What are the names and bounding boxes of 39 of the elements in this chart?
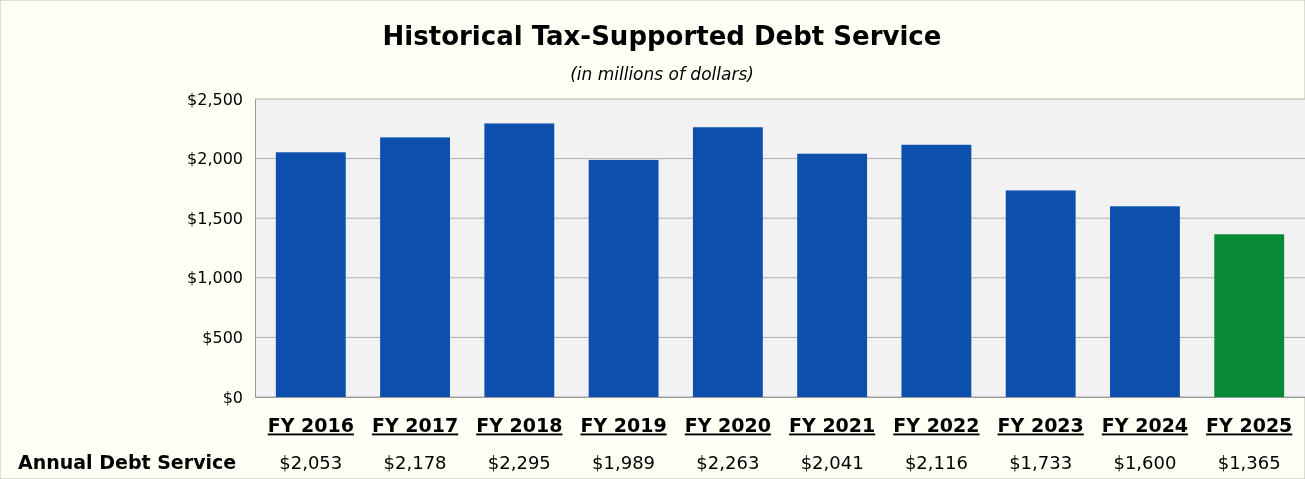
y-tick-label: $2,000 — [187, 149, 243, 169]
bar — [380, 137, 450, 397]
data-label: $2,041 — [800, 452, 864, 473]
data-label: $1,600 — [1113, 452, 1177, 473]
chart-title: Historical Tax-Supported Debt Service — [382, 21, 942, 51]
bar — [588, 159, 659, 397]
x-tick-label: FY 2017 — [371, 414, 459, 437]
y-tick-label: $500 — [202, 328, 243, 348]
data-label: $1,365 — [1217, 452, 1281, 473]
x-tick-label: FY 2023 — [997, 414, 1084, 437]
x-tick-label: FY 2016 — [267, 414, 354, 437]
data-label: $2,295 — [487, 452, 551, 473]
data-label: $2,116 — [904, 452, 968, 473]
bar — [1214, 234, 1285, 397]
data-label: $2,178 — [383, 452, 447, 473]
x-tick-label: FY 2022 — [893, 414, 980, 437]
bar — [484, 123, 555, 397]
chart-subtitle: (in millions of dollars) — [570, 64, 754, 84]
bar — [797, 153, 868, 397]
x-tick-label: FY 2019 — [580, 414, 667, 437]
bar — [1110, 206, 1180, 397]
text: Annual Debt Service — [18, 451, 237, 473]
bar — [901, 144, 972, 397]
data-label: $1,989 — [592, 452, 656, 473]
data-label: $1,733 — [1009, 452, 1073, 473]
x-tick-label: FY 2024 — [1101, 414, 1189, 437]
x-tick-label: FY 2025 — [1206, 414, 1293, 437]
data-label: $2,263 — [696, 452, 760, 473]
y-tick-label: $1,500 — [187, 208, 243, 228]
x-tick-label: FY 2018 — [476, 414, 563, 437]
y-tick-label: $0 — [222, 387, 243, 407]
bar — [275, 152, 346, 397]
y-tick-label: $2,500 — [187, 89, 243, 109]
data-label: $2,053 — [279, 452, 343, 473]
y-tick-label: $1,000 — [187, 268, 243, 288]
bar — [692, 127, 763, 397]
x-tick-label: FY 2020 — [684, 414, 771, 437]
x-tick-label: FY 2021 — [789, 414, 876, 437]
bar — [1005, 190, 1076, 397]
